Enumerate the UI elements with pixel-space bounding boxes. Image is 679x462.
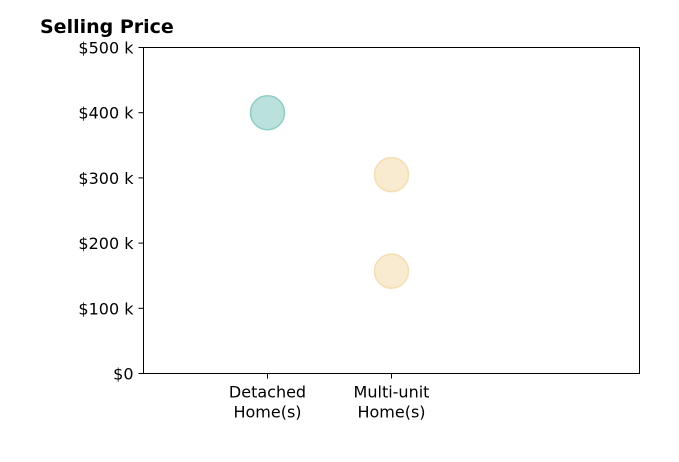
y-axis: $0 $100 k $200 k $300 k $400 k $500 k — [78, 39, 144, 384]
chart-title: Selling Price — [40, 16, 174, 38]
x-tick-label: Multi-unit Home(s) — [354, 383, 430, 422]
data-points — [249, 94, 410, 289]
plot-frame — [143, 47, 640, 374]
y-tick-label: $200 k — [78, 234, 134, 253]
y-tick-label: $500 k — [78, 39, 134, 58]
data-point — [373, 156, 410, 193]
y-tick-label: $0 — [113, 365, 133, 384]
x-axis: Detached Home(s) Multi-unit Home(s) — [229, 373, 430, 422]
data-point — [249, 94, 286, 131]
y-tick-label: $300 k — [78, 169, 134, 188]
y-tick-label: $400 k — [78, 104, 134, 123]
data-point — [373, 253, 410, 289]
x-tick-label: Detached Home(s) — [229, 383, 306, 422]
y-tick-label: $100 k — [78, 299, 134, 318]
